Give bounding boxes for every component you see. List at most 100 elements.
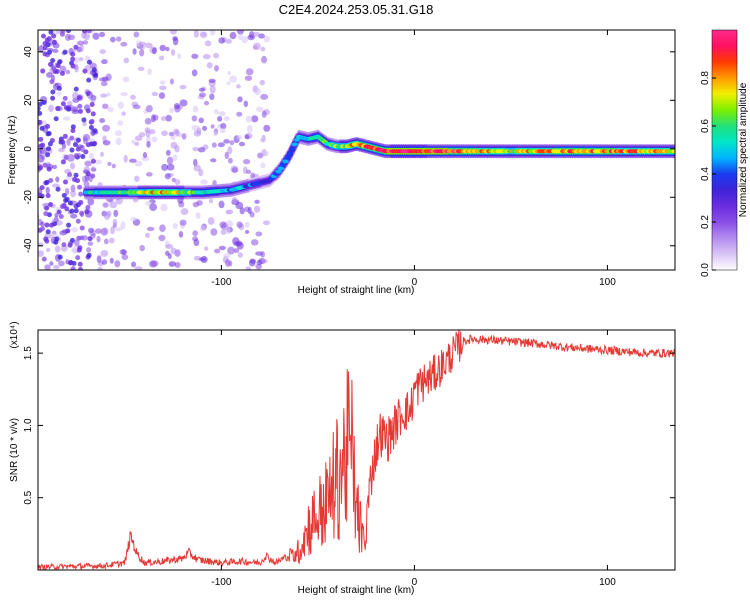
spectrogram-ridge-cell (282, 159, 289, 164)
spectrogram-noise-cell (76, 40, 84, 46)
spectrogram-noise-cell (254, 88, 261, 96)
spectrogram-noise-cell (66, 30, 72, 34)
spectrogram-noise-cell (237, 30, 244, 35)
spectrogram-noise-cell (165, 244, 174, 249)
spectrogram-noise-cell (254, 199, 260, 204)
spectrogram-noise-cell (84, 209, 90, 215)
spectrogram-noise-cell (77, 103, 83, 109)
spectrogram-noise-cell (158, 234, 166, 242)
spectrogram-noise-cell (66, 100, 73, 106)
spectrogram-noise-cell (166, 156, 174, 165)
spectrogram-noise-cell (65, 69, 71, 75)
spectrogram-noise-cell (229, 31, 237, 40)
spectrogram-noise-cell (51, 66, 57, 72)
spectrogram-noise-cell (73, 44, 79, 50)
spectrogram-noise-cell (213, 52, 219, 59)
spectrogram-noise-cell (134, 160, 143, 167)
spectrogram-x-tick-label: 0 (412, 277, 418, 288)
spectrogram-noise-cell (58, 147, 65, 153)
spectrogram-noise-cell (179, 84, 187, 90)
spectrogram-noise-cell (61, 202, 67, 208)
spectrogram-noise-cell (67, 260, 73, 266)
spectrogram-noise-cell (57, 254, 63, 260)
spectrogram-noise-cell (179, 219, 187, 226)
spectrogram-noise-cell (55, 106, 61, 112)
spectrogram-y-tick-label: 40 (23, 46, 34, 58)
spectrogram-noise-cell (237, 96, 243, 103)
spectrogram-noise-cell (38, 143, 44, 149)
spectrogram-noise-cell (174, 129, 180, 137)
spectrogram-noise-cell (149, 203, 158, 212)
spectrogram-noise-cell (83, 180, 90, 187)
spectrogram-noise-cell (66, 138, 71, 146)
spectrogram-noise-cell (146, 226, 155, 232)
spectrogram-noise-cell (71, 109, 80, 115)
spectrogram-noise-layer (38, 30, 271, 270)
spectrogram-noise-cell (49, 79, 55, 85)
spectrogram-noise-cell (44, 179, 50, 185)
spectrogram-noise-cell (90, 111, 96, 117)
spectrogram-noise-cell (69, 162, 76, 170)
spectrogram-noise-cell (82, 30, 88, 34)
spectrogram-noise-cell (122, 76, 130, 83)
spectrogram-noise-cell (46, 146, 52, 152)
spectrogram-ridge-cell (291, 142, 298, 147)
spectrogram-noise-cell (235, 201, 244, 210)
spectrogram-noise-cell (145, 104, 153, 113)
spectrogram-noise-cell (38, 154, 45, 163)
spectrogram-noise-cell (91, 166, 96, 171)
spectrogram-noise-cell (109, 237, 115, 244)
spectrogram-noise-cell (86, 247, 92, 253)
spectrogram-noise-cell (262, 220, 270, 226)
spectrogram-noise-cell (88, 152, 95, 160)
spectrogram-noise-cell (165, 46, 170, 52)
spectrogram-noise-cell (113, 209, 119, 218)
spectrogram-noise-cell (102, 202, 109, 208)
spectrogram-noise-cell (139, 244, 146, 252)
spectrogram-noise-cell (236, 221, 243, 228)
snr-panel: -100 0 100 0.5 1.0 1.5 Height of straight li… (9, 321, 676, 596)
spectrogram-noise-cell (115, 137, 122, 146)
spectrogram-noise-cell (213, 131, 218, 137)
spectrogram-noise-cell (67, 200, 73, 206)
spectrogram-noise-cell (45, 229, 51, 235)
spectrogram-noise-cell (131, 139, 136, 144)
spectrogram-noise-cell (58, 260, 65, 267)
spectrogram-noise-cell (106, 92, 111, 97)
spectrogram-noise-cell (49, 137, 55, 143)
spectrogram-noise-cell (52, 48, 59, 53)
spectrogram-noise-cell (232, 237, 240, 245)
spectrogram-noise-cell (193, 130, 202, 137)
spectrogram-noise-cell (200, 31, 208, 39)
spectrogram-noise-cell (103, 238, 109, 245)
snr-y-ticks: 0.5 1.0 1.5 (23, 346, 675, 505)
spectrogram-noise-cell (52, 164, 58, 170)
spectrogram-noise-cell (75, 146, 81, 152)
spectrogram-noise-cell (45, 131, 51, 137)
spectrogram-noise-cell (38, 106, 41, 112)
spectrogram-noise-cell (90, 98, 96, 103)
spectrogram-noise-cell (92, 32, 100, 40)
spectrogram-ridge-cell (279, 162, 287, 167)
spectrogram-noise-cell (214, 64, 219, 72)
snr-y-tick-label: 1.0 (23, 418, 34, 432)
spectrogram-noise-cell (151, 136, 158, 143)
spectrogram-noise-cell (225, 38, 232, 44)
spectrogram-noise-cell (251, 115, 259, 123)
spectrogram-noise-cell (110, 226, 115, 235)
spectrogram-noise-cell (213, 109, 219, 115)
spectrogram-noise-cell (64, 206, 70, 212)
spectrogram-noise-cell (64, 188, 70, 195)
spectrogram-noise-cell (255, 263, 262, 270)
spectrogram-noise-cell (117, 120, 124, 126)
spectrogram-noise-cell (219, 221, 228, 229)
spectrogram-noise-cell (94, 159, 103, 165)
spectrogram-noise-cell (253, 205, 261, 213)
spectrogram-noise-cell (109, 201, 118, 209)
spectrogram-noise-cell (200, 179, 208, 185)
spectrogram-noise-cell (236, 241, 244, 250)
spectrogram-ridge-cell (277, 166, 285, 171)
spectrogram-noise-cell (121, 254, 129, 260)
spectrogram-noise-cell (84, 160, 92, 167)
spectrogram-noise-cell (89, 102, 95, 108)
